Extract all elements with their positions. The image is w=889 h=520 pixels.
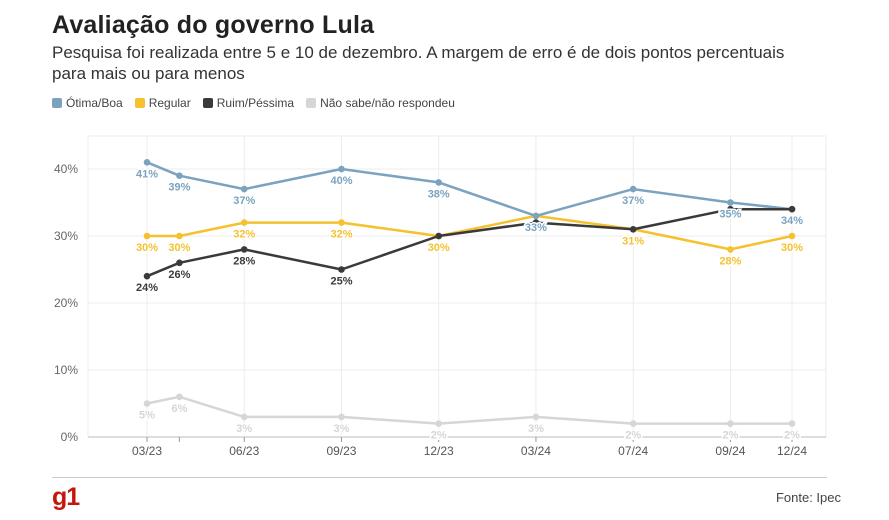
- data-label: 38%: [428, 188, 450, 200]
- data-point: [727, 199, 734, 206]
- chart-title: Avaliação do governo Lula: [52, 11, 375, 39]
- legend-label: Não sabe/não respondeu: [320, 96, 455, 110]
- data-label: 3%: [334, 423, 350, 435]
- legend-swatch: [134, 98, 145, 108]
- chart-subtitle: Pesquisa foi realizada entre 5 e 10 de d…: [52, 43, 785, 83]
- data-point: [143, 400, 151, 407]
- data-label: 25%: [330, 276, 352, 288]
- legend-item-nao-sabe: Não sabe/não respondeu: [306, 96, 455, 110]
- x-tick-label: 03/24: [521, 444, 551, 458]
- legend-swatch: [202, 98, 213, 108]
- data-point: [727, 205, 734, 213]
- y-tick-label: 10%: [54, 363, 78, 377]
- data-label: 37%: [622, 195, 644, 207]
- data-label: 30%: [428, 242, 450, 254]
- data-point: [338, 413, 345, 421]
- data-point: [176, 393, 183, 401]
- data-point: [240, 413, 248, 421]
- data-label: 2%: [784, 430, 800, 442]
- data-label: 26%: [168, 269, 190, 281]
- y-tick-label: 30%: [54, 229, 78, 243]
- data-label: 32%: [233, 229, 255, 241]
- data-label: 30%: [168, 242, 190, 254]
- data-label: 41%: [136, 168, 158, 180]
- legend: Ótima/Boa Regular Ruim/Péssima Não sabe/…: [52, 96, 455, 110]
- data-point: [338, 219, 345, 226]
- data-point: [176, 232, 183, 240]
- data-label: 24%: [136, 282, 158, 294]
- data-point: [788, 232, 796, 240]
- legend-label: Ruim/Péssima: [216, 96, 295, 110]
- data-label: 28%: [719, 255, 741, 267]
- data-point: [532, 212, 540, 220]
- y-tick-label: 20%: [54, 296, 78, 310]
- x-tick-label: 12/23: [424, 444, 454, 458]
- data-point: [788, 420, 796, 427]
- data-point: [143, 159, 151, 166]
- y-tick-label: 0%: [61, 430, 79, 444]
- data-label: 6%: [171, 403, 187, 415]
- data-point: [629, 420, 637, 427]
- data-label: 5%: [139, 410, 155, 422]
- x-tick-label: 12/24: [777, 444, 807, 458]
- data-label: 39%: [168, 182, 190, 194]
- data-point: [788, 205, 796, 213]
- data-label: 31%: [622, 235, 644, 247]
- source-note: Fonte: Ipec: [775, 490, 841, 505]
- legend-label: Regular: [148, 96, 191, 110]
- g1-logo: g1: [52, 483, 80, 511]
- x-tick-label: 09/23: [326, 444, 356, 458]
- data-label: 40%: [330, 175, 352, 187]
- data-point: [435, 179, 443, 186]
- data-point: [532, 413, 540, 421]
- data-label: 3%: [236, 423, 252, 435]
- data-label: 28%: [233, 255, 255, 267]
- data-point: [240, 219, 248, 226]
- data-label: 35%: [719, 209, 741, 221]
- data-point: [338, 266, 345, 273]
- data-point: [176, 172, 183, 179]
- data-label: 32%: [330, 229, 352, 241]
- legend-item-ruim-pessima: Ruim/Péssima: [202, 96, 295, 110]
- footer-divider: [52, 477, 827, 478]
- data-point: [727, 420, 734, 427]
- data-point: [435, 420, 443, 427]
- data-point: [176, 259, 183, 267]
- data-label: 37%: [233, 195, 255, 207]
- legend-swatch: [306, 98, 317, 108]
- data-point: [143, 272, 151, 280]
- data-label: 30%: [781, 242, 803, 254]
- legend-label: Ótima/Boa: [66, 96, 123, 110]
- plot-frame: [87, 135, 827, 438]
- data-point: [629, 226, 637, 233]
- data-label: 30%: [136, 242, 158, 254]
- data-point: [727, 246, 734, 253]
- legend-item-regular: Regular: [134, 96, 191, 110]
- legend-item-otima-boa: Ótima/Boa: [52, 96, 123, 110]
- data-label: 3%: [528, 423, 544, 435]
- data-point: [143, 232, 151, 240]
- y-tick-label: 40%: [54, 162, 78, 176]
- data-label: 33%: [525, 222, 547, 234]
- data-label: 2%: [431, 430, 447, 442]
- data-point: [240, 185, 248, 193]
- data-label: 34%: [781, 215, 803, 227]
- x-tick-label: 09/24: [715, 444, 745, 458]
- legend-swatch: [52, 98, 62, 108]
- data-point: [338, 165, 345, 173]
- data-point: [532, 219, 540, 226]
- x-tick-label: 06/23: [229, 444, 259, 458]
- data-label: 2%: [722, 430, 738, 442]
- data-point: [240, 246, 248, 253]
- data-point: [629, 185, 637, 193]
- x-tick-label: 03/23: [132, 444, 162, 458]
- data-point: [435, 232, 443, 240]
- data-label: 2%: [625, 430, 641, 442]
- x-tick-label: 07/24: [618, 444, 648, 458]
